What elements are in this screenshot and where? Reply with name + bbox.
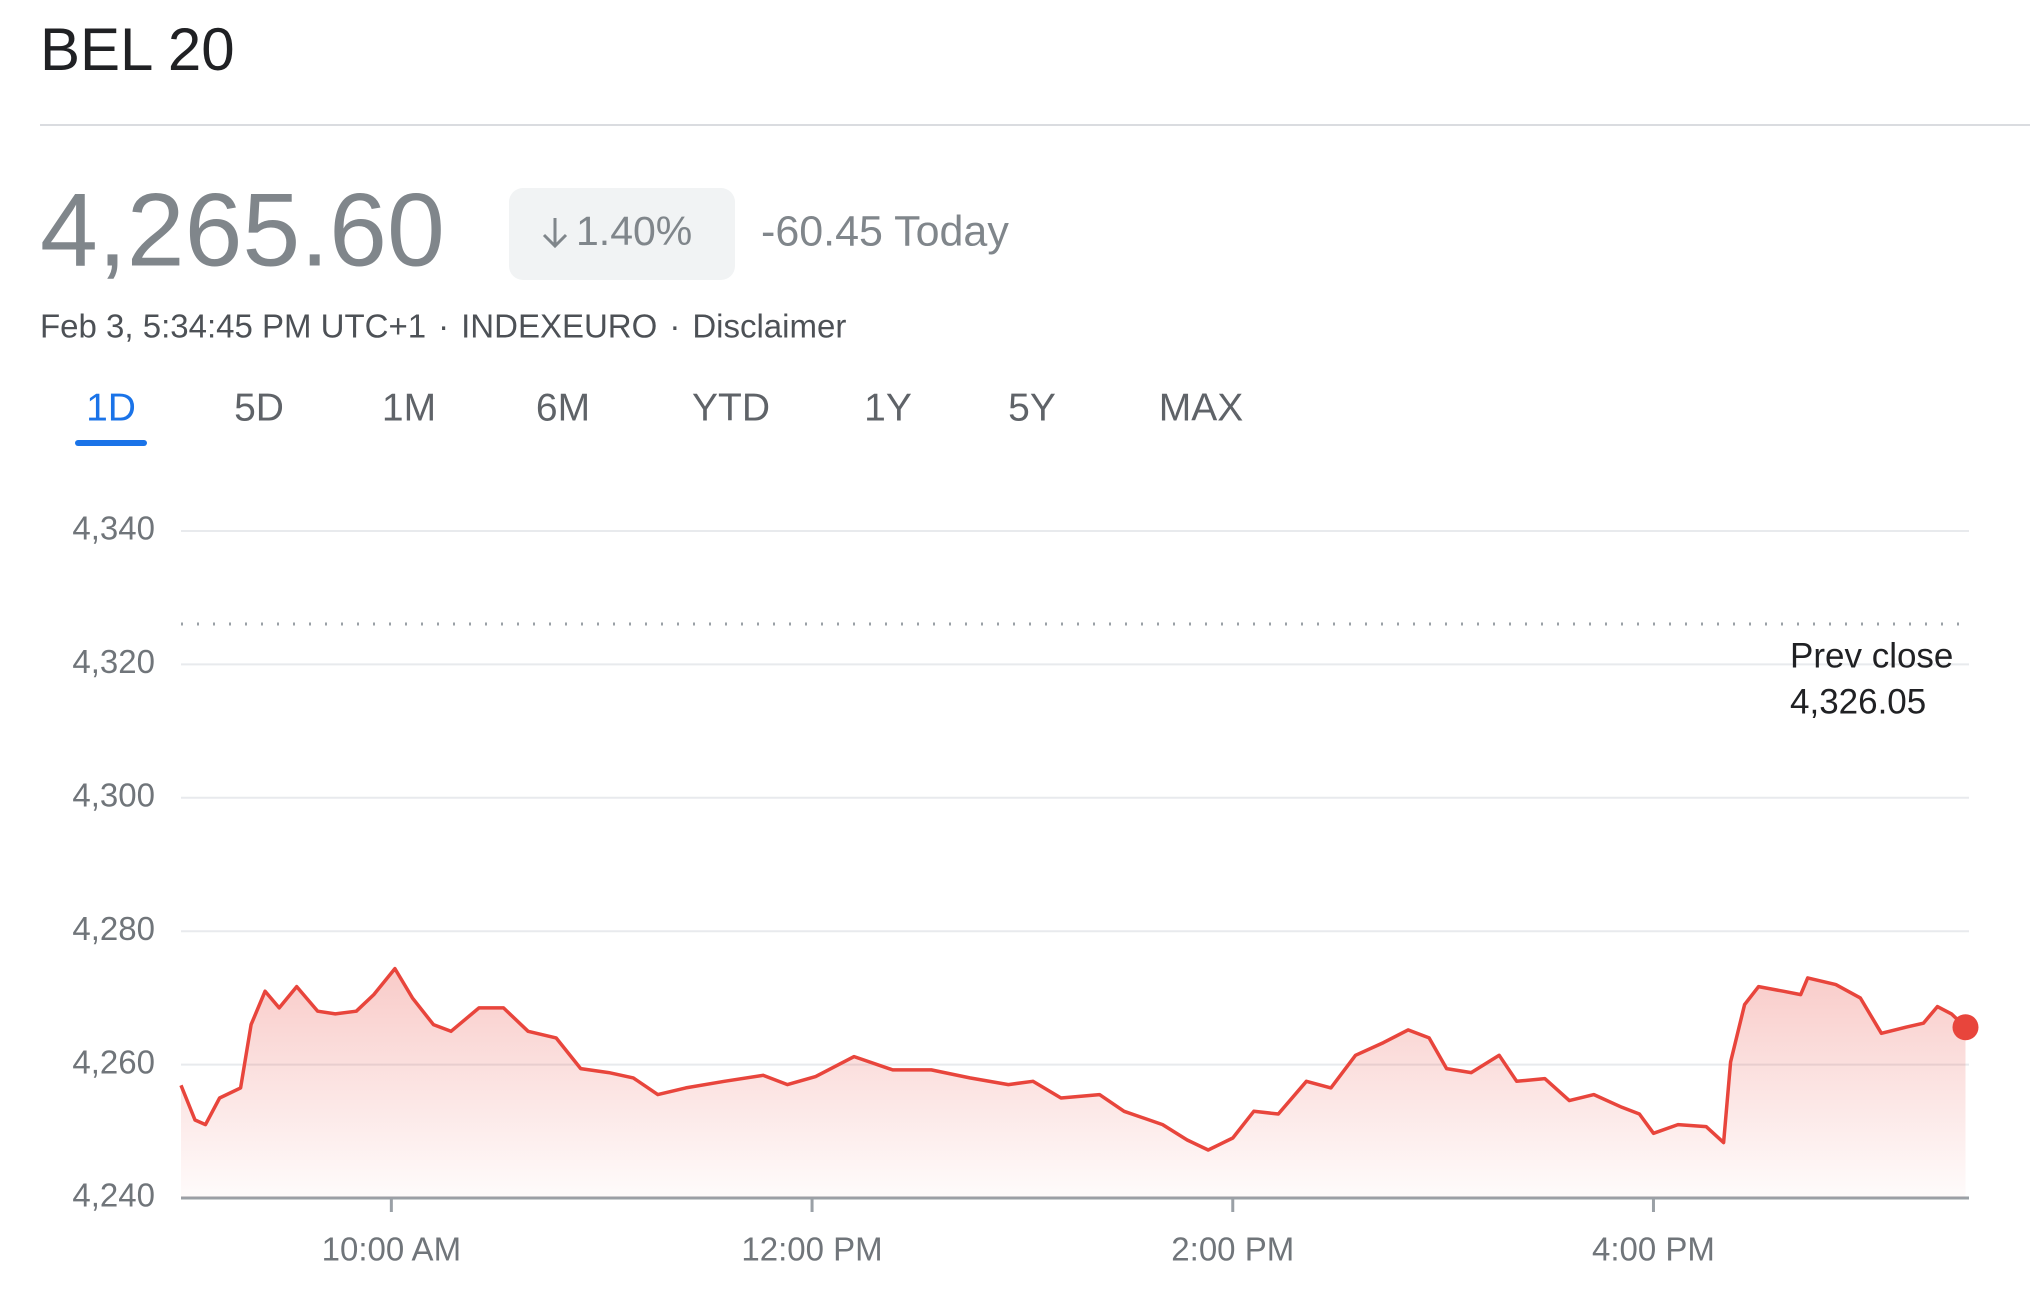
last-point <box>1952 1014 1979 1041</box>
y-tick-label: 4,240 <box>72 1177 155 1214</box>
down-arrow-icon <box>542 218 568 249</box>
prev-close-label: Prev close <box>1790 636 1953 675</box>
meta-item: Feb 3, 5:34:45 PM UTC+1 <box>40 308 426 345</box>
price: 4,265.60 <box>40 172 445 288</box>
range-tabs: 1D 5D 1M 6M YTD 1Y 5Y MAX <box>75 386 1243 446</box>
active-tab-indicator <box>75 440 147 446</box>
change-badge <box>509 188 735 280</box>
x-tick-label: 10:00 AM <box>322 1231 461 1268</box>
range-tab[interactable]: YTD <box>692 386 770 429</box>
x-tick-label: 12:00 PM <box>741 1231 882 1268</box>
chart: 4,240 4,260 4,280 4,300 4,320 4,340 10:00 AM 12… <box>72 510 1979 1268</box>
y-tick-label: 4,320 <box>72 643 155 680</box>
meta-item: · <box>669 308 680 345</box>
range-tab[interactable]: MAX <box>1159 386 1244 429</box>
y-tick-label: 4,280 <box>72 910 155 947</box>
area <box>181 968 1966 1198</box>
y-tick-label: 4,260 <box>72 1043 155 1080</box>
x-tick-label: 2:00 PM <box>1171 1231 1294 1268</box>
range-tab[interactable]: 1D <box>86 386 136 429</box>
prev-close-value: 4,326.05 <box>1790 682 1926 721</box>
meta-item: · <box>438 308 449 345</box>
change-percent: 1.40% <box>576 208 692 254</box>
meta: Feb 3, 5:34:45 PM UTC+1 · INDEXEURO · Discla… <box>40 308 846 345</box>
x-tick-label: 4:00 PM <box>1592 1231 1715 1268</box>
y-tick-label: 4,300 <box>72 777 155 814</box>
range-tab[interactable]: 5D <box>234 386 284 429</box>
meta-item: INDEXEURO <box>461 308 657 345</box>
title: BEL 20 <box>40 16 235 83</box>
y-tick-label: 4,340 <box>72 510 155 547</box>
meta-item[interactable]: Disclaimer <box>692 308 846 345</box>
line <box>179 966 1967 1152</box>
range-tab[interactable]: 1Y <box>864 386 912 429</box>
range-tab[interactable]: 6M <box>536 386 590 429</box>
range-tab[interactable]: 5Y <box>1008 386 1056 429</box>
change-today: -60.45 Today <box>761 207 1009 255</box>
range-tab[interactable]: 1M <box>382 386 436 429</box>
